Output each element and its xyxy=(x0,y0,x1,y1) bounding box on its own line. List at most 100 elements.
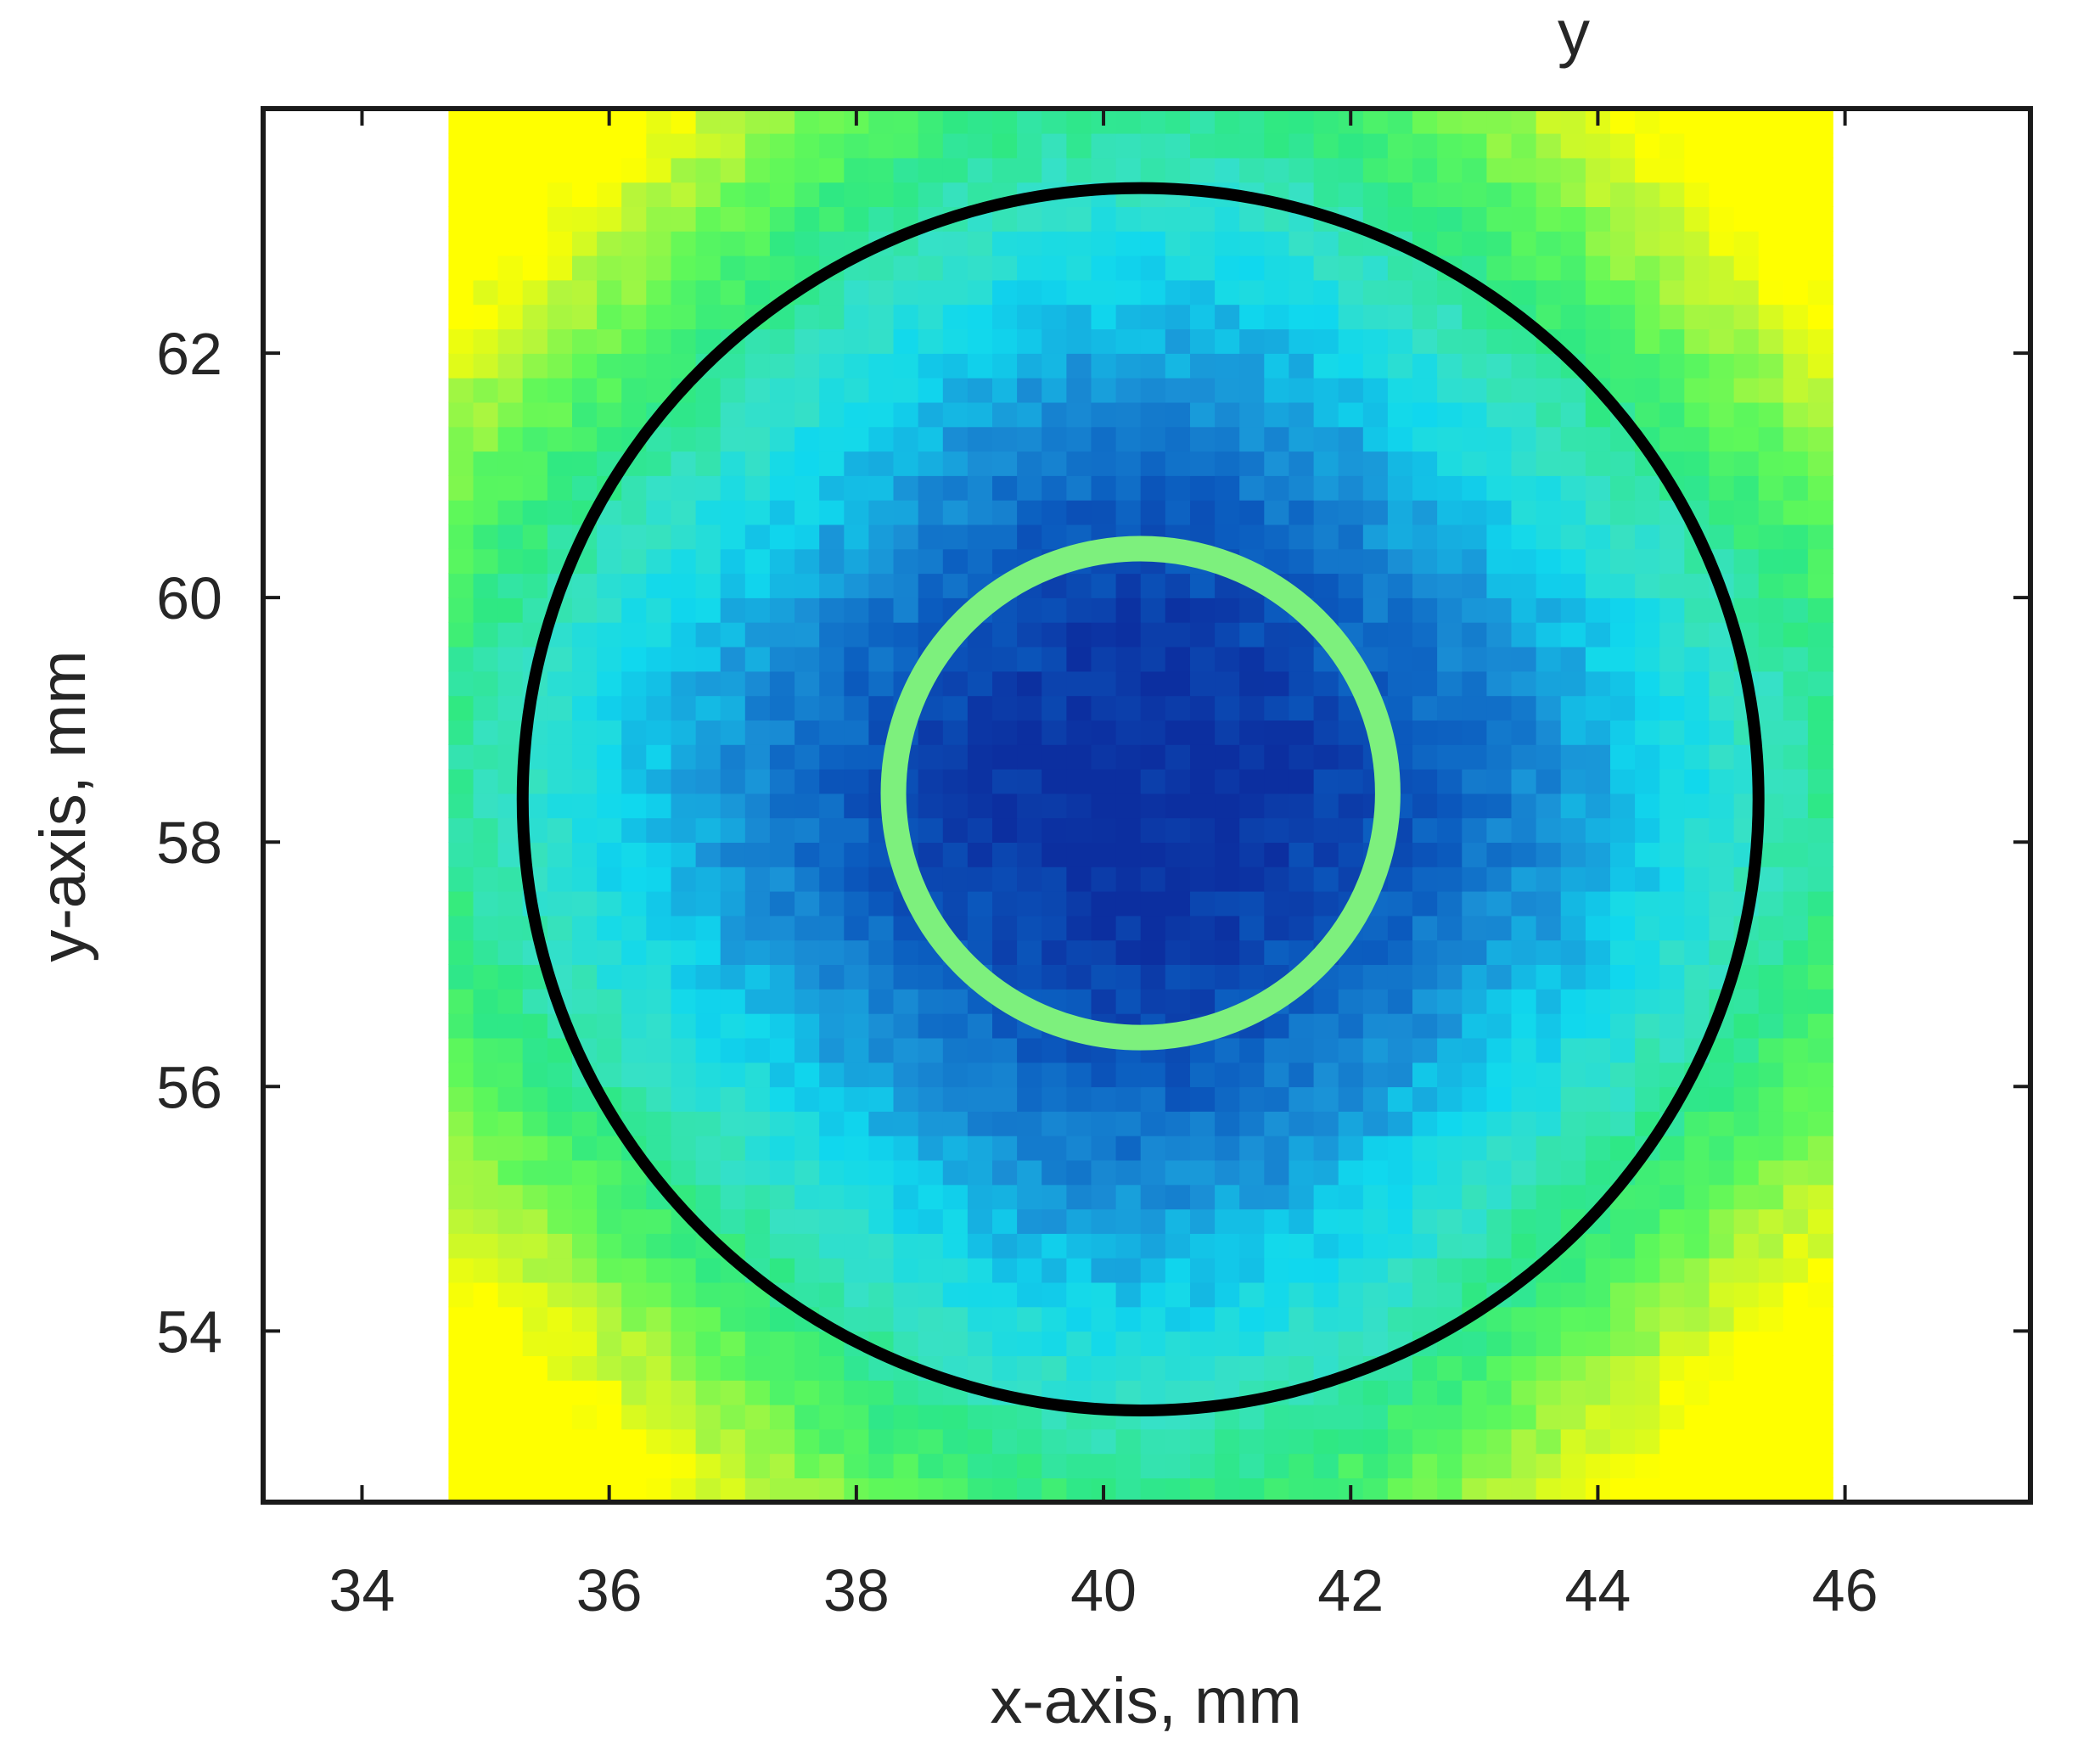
heatmap-cell xyxy=(1659,1208,1686,1234)
heatmap-cell xyxy=(1783,1331,1809,1356)
heatmap-cell xyxy=(893,132,919,159)
heatmap-cell xyxy=(1462,401,1488,428)
heatmap-cell xyxy=(1585,279,1611,306)
heatmap-cell xyxy=(942,231,969,256)
heatmap-cell xyxy=(695,1257,722,1283)
heatmap-cell xyxy=(819,524,845,550)
heatmap-cell xyxy=(1536,768,1562,794)
heatmap-cell xyxy=(597,646,622,672)
heatmap-cell xyxy=(1462,231,1488,256)
heatmap-cell xyxy=(695,1037,722,1063)
heatmap-cell xyxy=(1659,1159,1686,1186)
heatmap-cell xyxy=(1215,231,1240,256)
heatmap-cell xyxy=(1289,1086,1315,1112)
heatmap-cell xyxy=(992,1135,1018,1161)
heatmap-cell xyxy=(671,866,697,892)
heatmap-cell xyxy=(795,1355,820,1381)
heatmap-cell xyxy=(1462,573,1488,598)
heatmap-cell xyxy=(1412,426,1438,452)
heatmap-cell xyxy=(1437,1012,1463,1039)
heatmap-cell xyxy=(1190,451,1216,476)
heatmap-cell xyxy=(1560,597,1586,623)
heatmap-cell xyxy=(942,768,969,794)
heatmap-cell xyxy=(893,964,919,990)
heatmap-cell xyxy=(448,842,474,867)
heatmap-cell xyxy=(671,939,697,965)
heatmap-cell xyxy=(1140,1380,1166,1405)
heatmap-cell xyxy=(893,377,919,403)
heatmap-cell xyxy=(1066,964,1092,990)
heatmap-cell xyxy=(1733,451,1760,476)
heatmap-cell xyxy=(1536,1281,1562,1308)
heatmap-cell xyxy=(1140,817,1166,843)
heatmap-cell xyxy=(918,1233,944,1259)
heatmap-cell xyxy=(1709,353,1735,379)
heatmap-cell xyxy=(1560,1281,1586,1308)
heatmap-cell xyxy=(1758,1135,1784,1161)
heatmap-cell xyxy=(1709,499,1735,525)
heatmap-cell xyxy=(1190,132,1216,159)
heatmap-cell xyxy=(1239,793,1266,819)
heatmap-cell xyxy=(1387,182,1413,207)
heatmap-cell xyxy=(1536,793,1562,819)
heatmap-cell xyxy=(1486,989,1513,1014)
heatmap-cell xyxy=(671,768,697,794)
heatmap-cell xyxy=(720,206,746,232)
heatmap-cell xyxy=(1264,939,1290,965)
heatmap-cell xyxy=(1190,1208,1216,1234)
heatmap-cell xyxy=(1733,1306,1760,1332)
heatmap-cell xyxy=(646,915,672,941)
heatmap-cell xyxy=(1783,328,1809,354)
heatmap-cell xyxy=(1709,451,1735,476)
heatmap-cell xyxy=(1239,1453,1266,1478)
heatmap-cell xyxy=(671,451,697,476)
heatmap-cell xyxy=(769,548,795,575)
heatmap-cell xyxy=(1017,1428,1042,1455)
heatmap-cell xyxy=(1017,1306,1042,1332)
heatmap-cell xyxy=(1066,377,1092,403)
heatmap-cell xyxy=(1362,1453,1389,1478)
heatmap-cell xyxy=(1585,255,1611,281)
heatmap-cell xyxy=(1091,499,1117,525)
heatmap-cell xyxy=(1239,720,1266,745)
heatmap-cell xyxy=(1313,426,1339,452)
heatmap-cell xyxy=(621,744,648,770)
heatmap-cell xyxy=(1338,1208,1364,1234)
heatmap-cell xyxy=(547,768,573,794)
heatmap-cell xyxy=(646,109,672,134)
heatmap-cell xyxy=(1709,1233,1735,1259)
heatmap-cell xyxy=(1511,720,1537,745)
heatmap-cell xyxy=(1635,573,1660,598)
heatmap-cell xyxy=(1560,1257,1586,1283)
heatmap-cell xyxy=(448,548,474,575)
heatmap-cell xyxy=(1165,1257,1191,1283)
heatmap-cell xyxy=(621,304,648,330)
heatmap-cell xyxy=(1215,1257,1240,1283)
heatmap-cell xyxy=(1536,182,1562,207)
heatmap-cell xyxy=(497,1012,524,1039)
heatmap-cell xyxy=(1387,1257,1413,1283)
heatmap-cell xyxy=(1091,1062,1117,1088)
heatmap-cell xyxy=(1362,1037,1389,1063)
heatmap-cell xyxy=(1807,1233,1833,1259)
heatmap-cell xyxy=(646,231,672,256)
heatmap-cell xyxy=(744,768,771,794)
heatmap-cell xyxy=(844,1233,870,1259)
heatmap-cell xyxy=(868,132,895,159)
heatmap-cell xyxy=(1042,621,1068,648)
heatmap-cell xyxy=(1215,646,1240,672)
heatmap-cell xyxy=(1709,1257,1735,1283)
heatmap-cell xyxy=(1511,646,1537,672)
heatmap-cells xyxy=(448,109,1833,1502)
heatmap-cell xyxy=(720,597,746,623)
heatmap-cell xyxy=(1462,426,1488,452)
heatmap-cell xyxy=(1042,1184,1068,1210)
heatmap-cell xyxy=(671,1037,697,1063)
heatmap-cell xyxy=(1066,499,1092,525)
heatmap-cell xyxy=(1462,132,1488,159)
heatmap-cell xyxy=(1783,182,1809,207)
heatmap-cell xyxy=(1338,573,1364,598)
heatmap-cell xyxy=(646,1453,672,1478)
heatmap-cell xyxy=(1289,1281,1315,1308)
heatmap-cell xyxy=(1536,524,1562,550)
